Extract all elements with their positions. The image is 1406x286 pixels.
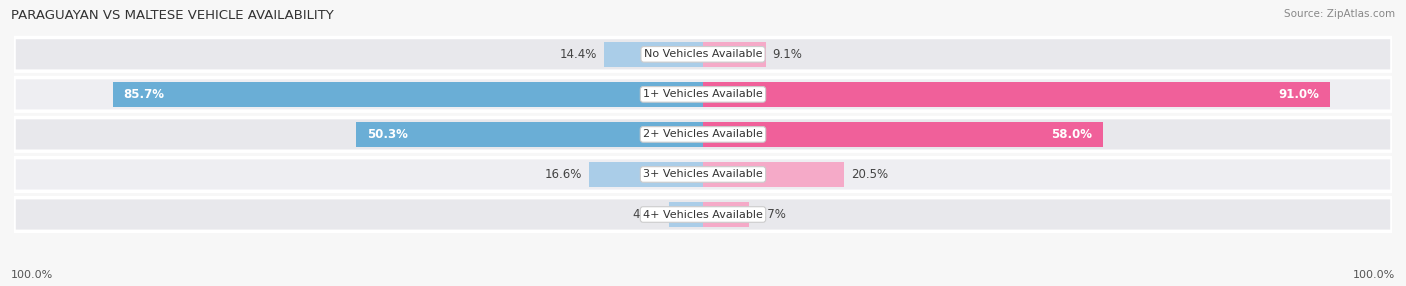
Text: 91.0%: 91.0%	[1278, 88, 1320, 101]
Text: 58.0%: 58.0%	[1052, 128, 1092, 141]
Text: PARAGUAYAN VS MALTESE VEHICLE AVAILABILITY: PARAGUAYAN VS MALTESE VEHICLE AVAILABILI…	[11, 9, 335, 21]
Text: 100.0%: 100.0%	[1353, 270, 1395, 280]
Bar	[669, 202, 703, 227]
Text: 20.5%: 20.5%	[851, 168, 889, 181]
Text: 50.3%: 50.3%	[367, 128, 408, 141]
Bar	[589, 162, 703, 187]
FancyBboxPatch shape	[14, 37, 1392, 71]
Text: 6.7%: 6.7%	[756, 208, 786, 221]
Text: Source: ZipAtlas.com: Source: ZipAtlas.com	[1284, 9, 1395, 19]
Bar	[112, 82, 703, 107]
FancyBboxPatch shape	[14, 158, 1392, 191]
FancyBboxPatch shape	[14, 198, 1392, 231]
Text: 16.6%: 16.6%	[544, 168, 582, 181]
Bar	[703, 202, 749, 227]
Bar	[357, 122, 703, 147]
Text: 2+ Vehicles Available: 2+ Vehicles Available	[643, 130, 763, 139]
Bar	[703, 122, 1102, 147]
FancyBboxPatch shape	[14, 78, 1392, 111]
Text: No Vehicles Available: No Vehicles Available	[644, 49, 762, 59]
Legend: Paraguayan, Maltese: Paraguayan, Maltese	[614, 282, 792, 286]
FancyBboxPatch shape	[14, 118, 1392, 151]
Text: 3+ Vehicles Available: 3+ Vehicles Available	[643, 170, 763, 179]
Bar	[703, 42, 766, 67]
Text: 14.4%: 14.4%	[560, 48, 598, 61]
Bar	[603, 42, 703, 67]
Text: 4+ Vehicles Available: 4+ Vehicles Available	[643, 210, 763, 219]
Text: 9.1%: 9.1%	[772, 48, 803, 61]
Bar	[703, 162, 844, 187]
Text: 4.9%: 4.9%	[633, 208, 662, 221]
Text: 1+ Vehicles Available: 1+ Vehicles Available	[643, 90, 763, 99]
Text: 100.0%: 100.0%	[11, 270, 53, 280]
Text: 85.7%: 85.7%	[122, 88, 165, 101]
Bar	[703, 82, 1330, 107]
